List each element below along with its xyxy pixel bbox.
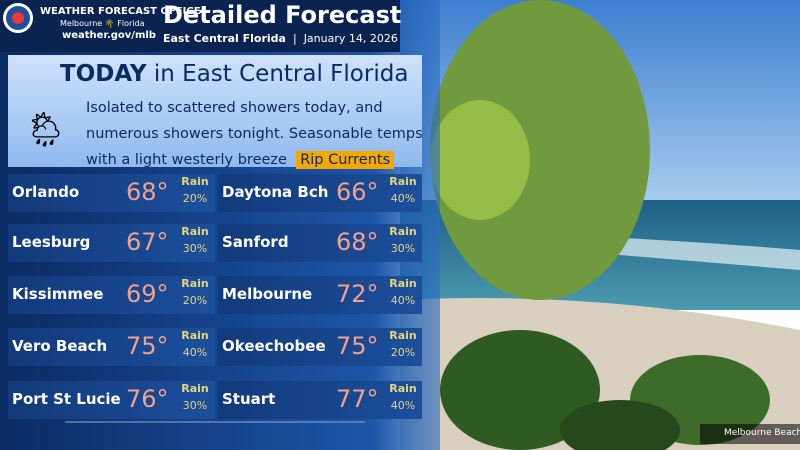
city-row: Stuart 77° Rain 40% xyxy=(218,381,422,419)
city-temp: 77° xyxy=(336,385,379,413)
city-row: Vero Beach 75° Rain 40% xyxy=(8,328,215,366)
rain-chance: 40% xyxy=(390,399,416,412)
city-row: Melbourne 72° Rain 40% xyxy=(218,276,422,314)
rain-chance: 40% xyxy=(390,294,416,307)
heading-rest: in East Central Florida xyxy=(153,61,409,87)
city-name: Kissimmee xyxy=(12,285,104,303)
website: weather.gov/mlb xyxy=(62,30,156,41)
city-row: Daytona Bch 66° Rain 40% xyxy=(218,174,422,212)
city-row: Sanford 68° Rain 30% xyxy=(218,224,422,262)
rain-label: Rain xyxy=(389,225,417,238)
rain-chance: 40% xyxy=(390,192,416,205)
heading: TODAY xyxy=(60,61,147,87)
city-row: Okeechobee 75° Rain 20% xyxy=(218,328,422,366)
region: East Central Florida xyxy=(163,32,286,45)
subtitle: East Central Florida | January 14, 2026 xyxy=(163,32,398,45)
rain-label: Rain xyxy=(389,277,417,290)
weather-icon: 🌦 xyxy=(24,110,68,150)
city-temp: 68° xyxy=(126,178,169,206)
city-row: Kissimmee 69° Rain 20% xyxy=(8,276,215,314)
rain-label: Rain xyxy=(181,277,209,290)
rain-chance: 20% xyxy=(182,294,208,307)
city-temp: 75° xyxy=(336,332,379,360)
rain-chance: 20% xyxy=(390,346,416,359)
city-row: Orlando 68° Rain 20% xyxy=(8,174,215,212)
city-name: Melbourne xyxy=(222,285,313,303)
city-temp: 75° xyxy=(126,332,169,360)
city-name: Stuart xyxy=(222,390,276,408)
line: numerous showers tonight. Seasonable tem… xyxy=(86,126,423,142)
location: Melbourne xyxy=(60,19,103,28)
photo-caption: Melbourne Beach xyxy=(724,428,800,438)
rain-chance: 20% xyxy=(182,192,208,205)
city-temp: 76° xyxy=(126,385,169,413)
city-temp: 67° xyxy=(126,228,169,256)
city-row: Port St Lucie 76° Rain 30% xyxy=(8,381,215,419)
rain-chance: 40% xyxy=(182,346,208,359)
today-text: Isolated to scattered showers today, and… xyxy=(86,95,423,173)
city-name: Daytona Bch xyxy=(222,183,329,201)
city-name: Orlando xyxy=(12,183,80,201)
line: Isolated to scattered showers today, and xyxy=(86,100,383,116)
highlight: Rip Currents xyxy=(296,151,395,169)
rain-chance: 30% xyxy=(182,242,208,255)
today-box: TODAY in East Central Florida 🌦 Isolated… xyxy=(8,55,423,169)
today-heading: TODAY in East Central Florida xyxy=(60,61,408,87)
city-name: Port St Lucie xyxy=(12,390,121,408)
rain-label: Rain xyxy=(389,382,417,395)
city-temp: 66° xyxy=(336,178,379,206)
city-temp: 72° xyxy=(336,280,379,308)
rain-chance: 30% xyxy=(390,242,416,255)
line: with a light westerly breeze xyxy=(86,152,287,168)
city-temp: 69° xyxy=(126,280,169,308)
date: January 14, 2026 xyxy=(303,32,398,45)
city-row: Leesburg 67° Rain 30% xyxy=(8,224,215,262)
title: Detailed Forecast xyxy=(163,1,402,29)
rain-label: Rain xyxy=(389,175,417,188)
rain-chance: 30% xyxy=(182,399,208,412)
rain-label: Rain xyxy=(181,382,209,395)
rain-label: Rain xyxy=(181,329,209,342)
city-name: Vero Beach xyxy=(12,337,108,355)
city-temp: 68° xyxy=(336,228,379,256)
office: WEATHER FORECAST OFFICE xyxy=(40,6,201,17)
rain-label: Rain xyxy=(389,329,417,342)
rain-label: Rain xyxy=(181,225,209,238)
office-location: Melbourne 🌴 Florida xyxy=(60,19,145,28)
city-name: Sanford xyxy=(222,233,289,251)
rain-label: Rain xyxy=(181,175,209,188)
city-name: Leesburg xyxy=(12,233,91,251)
city-name: Okeechobee xyxy=(222,337,326,355)
state: Florida xyxy=(117,19,145,28)
